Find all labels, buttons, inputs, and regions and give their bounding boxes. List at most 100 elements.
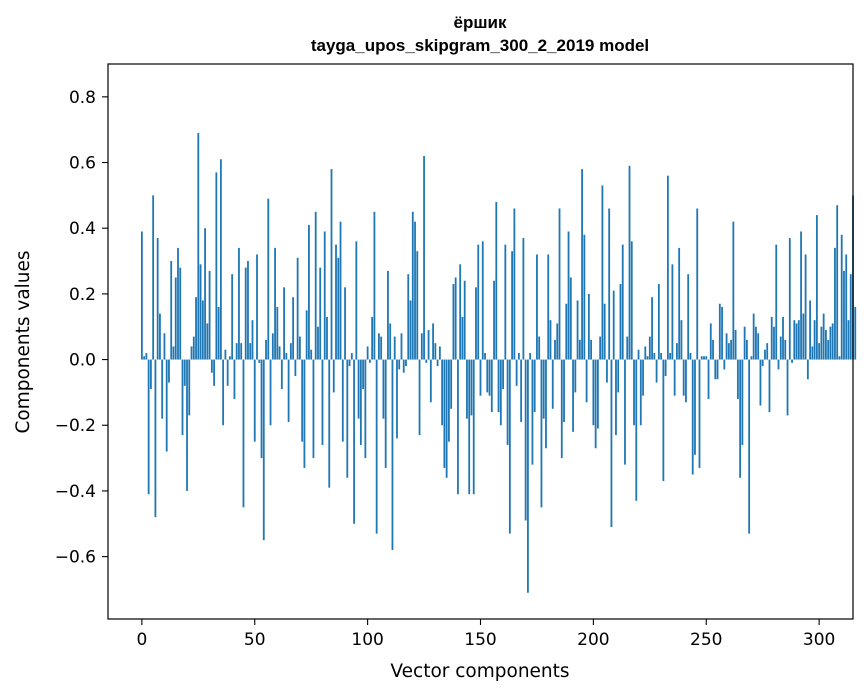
bar	[427, 330, 430, 360]
bar	[644, 346, 647, 360]
bar	[459, 264, 462, 360]
bar	[213, 359, 216, 386]
bar	[364, 359, 367, 459]
bar	[779, 336, 782, 360]
bar	[696, 208, 699, 360]
bar	[707, 359, 710, 399]
bar	[233, 359, 236, 399]
bar	[825, 330, 827, 360]
bar	[797, 320, 800, 360]
bar	[619, 284, 622, 360]
bar	[206, 323, 209, 360]
y-axis-label: Components values	[13, 250, 34, 433]
bar	[298, 336, 301, 360]
bar	[685, 359, 687, 403]
bar	[418, 359, 421, 436]
bar	[581, 169, 583, 360]
bar	[590, 339, 593, 360]
bar	[732, 221, 735, 360]
bar	[181, 359, 184, 436]
bar	[628, 165, 631, 360]
bar	[527, 359, 529, 593]
bar	[730, 339, 732, 360]
bar	[285, 352, 288, 360]
bar	[154, 359, 157, 518]
bar	[416, 251, 419, 360]
bar	[332, 359, 335, 393]
bar	[838, 356, 841, 360]
bar	[251, 320, 254, 360]
bar	[536, 254, 538, 360]
bar	[199, 264, 202, 360]
bar	[651, 297, 653, 360]
bar	[339, 221, 342, 360]
bar	[310, 349, 313, 360]
bar	[319, 267, 322, 360]
bar	[373, 211, 376, 360]
bar	[219, 159, 222, 360]
bar	[368, 359, 371, 363]
bar	[556, 323, 559, 360]
bar	[201, 300, 204, 360]
bar	[560, 359, 563, 459]
bar	[633, 359, 635, 426]
bar	[303, 359, 306, 468]
bar	[709, 323, 712, 360]
bar	[639, 359, 642, 426]
x-tick-label: 300	[803, 630, 835, 650]
bar	[425, 359, 428, 363]
bar	[703, 356, 705, 360]
bar	[831, 323, 834, 360]
x-tick-label: 50	[244, 630, 266, 650]
bar	[671, 264, 674, 360]
bar	[576, 300, 579, 360]
bar	[542, 359, 545, 419]
bar	[635, 359, 638, 501]
bar	[305, 310, 308, 360]
bar	[355, 241, 358, 360]
bar	[766, 343, 769, 360]
bar	[531, 359, 534, 465]
bar	[328, 359, 331, 488]
bar	[163, 333, 166, 360]
bar	[777, 359, 780, 370]
bar	[739, 359, 742, 478]
bar	[262, 359, 265, 541]
bar	[326, 316, 328, 360]
bar	[145, 352, 148, 360]
bar	[748, 359, 751, 534]
bar	[676, 343, 678, 360]
bar	[224, 349, 227, 360]
bar	[314, 211, 317, 360]
bar	[700, 356, 703, 360]
bar	[845, 254, 848, 360]
bar	[197, 132, 200, 360]
bar	[508, 359, 511, 534]
bar	[793, 320, 796, 360]
bar	[694, 359, 696, 455]
bar	[438, 346, 441, 360]
bar	[624, 359, 626, 465]
bar	[317, 326, 319, 360]
bar	[547, 254, 550, 360]
bar	[818, 343, 821, 360]
bar	[795, 323, 798, 360]
x-axis: 0 50 100 150 200 250 300	[136, 619, 835, 650]
bar	[657, 284, 660, 360]
bar	[705, 356, 708, 360]
bar	[784, 339, 787, 360]
bar	[606, 359, 608, 383]
bar	[504, 244, 507, 360]
bar	[188, 359, 191, 416]
bar	[472, 359, 475, 495]
bar	[804, 254, 807, 360]
bar	[382, 359, 385, 419]
bar	[782, 316, 784, 360]
bar	[466, 359, 468, 419]
bar	[617, 359, 620, 393]
bar	[517, 352, 520, 360]
bar	[843, 270, 845, 360]
bar	[231, 274, 234, 360]
bar	[240, 343, 243, 360]
bar	[445, 359, 448, 478]
